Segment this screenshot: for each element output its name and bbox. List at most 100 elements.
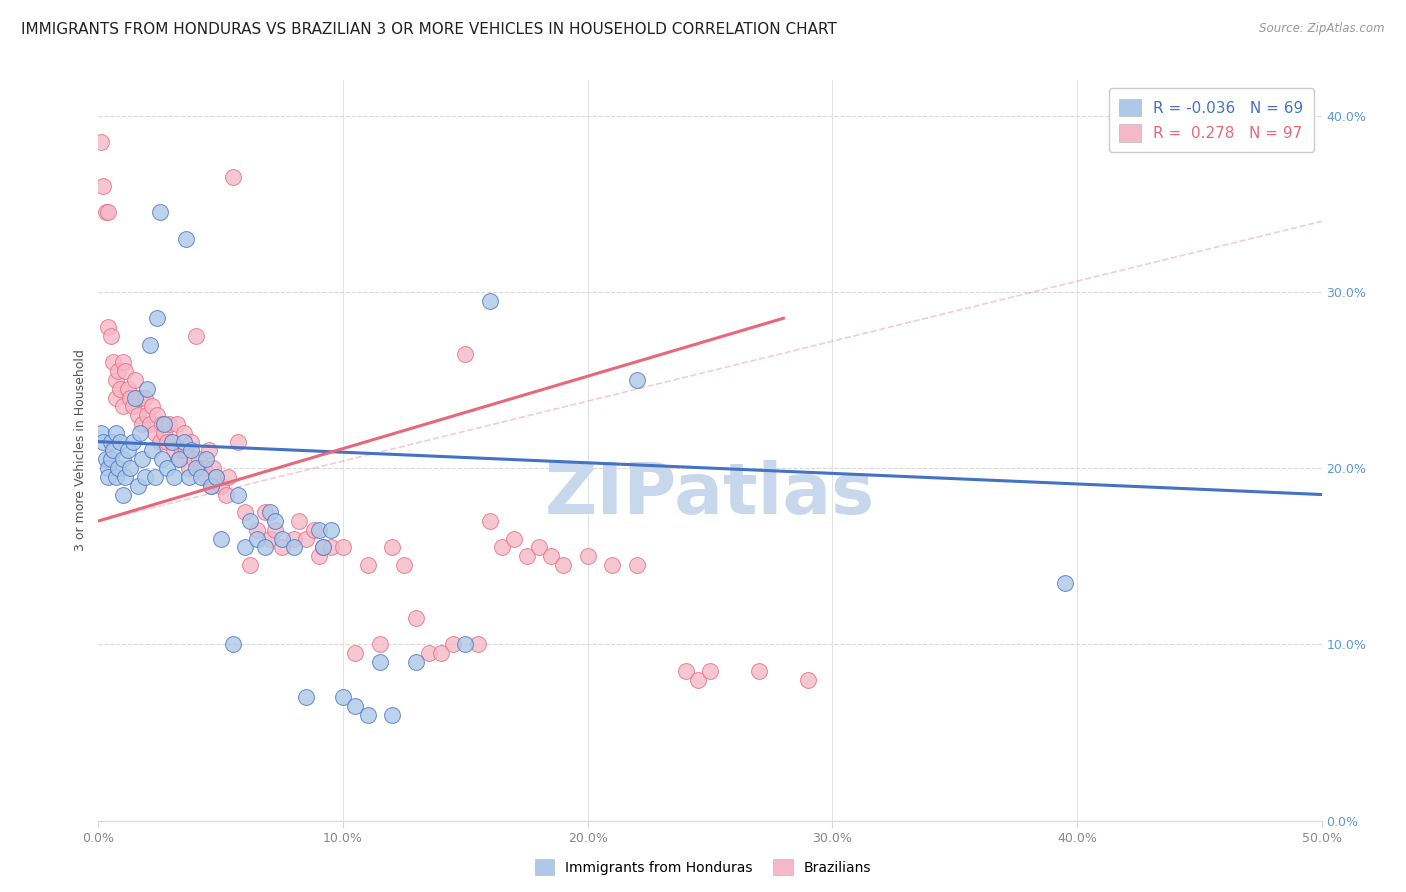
- Point: [503, 532, 526, 546]
- Point: [129, 391, 152, 405]
- Point: [233, 541, 256, 555]
- Point: [675, 664, 697, 678]
- Point: [302, 523, 325, 537]
- Point: [205, 470, 228, 484]
- Point: [143, 425, 166, 440]
- Point: [233, 505, 256, 519]
- Point: [246, 523, 269, 537]
- Point: [111, 487, 134, 501]
- Point: [288, 514, 311, 528]
- Point: [239, 558, 262, 572]
- Point: [263, 514, 285, 528]
- Point: [748, 664, 770, 678]
- Point: [626, 373, 648, 387]
- Point: [418, 646, 440, 660]
- Point: [430, 646, 453, 660]
- Text: ZIPatlas: ZIPatlas: [546, 460, 875, 529]
- Point: [246, 532, 269, 546]
- Point: [312, 541, 335, 555]
- Legend: R = -0.036   N = 69, R =  0.278   N = 97: R = -0.036 N = 69, R = 0.278 N = 97: [1109, 88, 1315, 153]
- Point: [117, 382, 139, 396]
- Point: [197, 443, 219, 458]
- Point: [91, 434, 114, 449]
- Point: [214, 487, 236, 501]
- Point: [454, 637, 477, 651]
- Point: [143, 470, 166, 484]
- Point: [190, 470, 212, 484]
- Point: [94, 452, 117, 467]
- Point: [491, 541, 513, 555]
- Point: [111, 452, 134, 467]
- Point: [312, 541, 335, 555]
- Point: [295, 532, 318, 546]
- Point: [156, 461, 179, 475]
- Point: [441, 637, 464, 651]
- Point: [368, 637, 391, 651]
- Point: [259, 505, 281, 519]
- Point: [149, 205, 172, 219]
- Point: [153, 425, 176, 440]
- Point: [101, 355, 124, 369]
- Point: [797, 673, 820, 687]
- Point: [114, 364, 136, 378]
- Point: [308, 523, 330, 537]
- Point: [139, 417, 162, 431]
- Point: [454, 346, 477, 360]
- Point: [478, 514, 501, 528]
- Point: [344, 699, 367, 714]
- Point: [319, 523, 342, 537]
- Point: [167, 452, 190, 467]
- Point: [332, 690, 354, 705]
- Point: [104, 425, 127, 440]
- Point: [170, 443, 193, 458]
- Point: [686, 673, 709, 687]
- Point: [222, 637, 245, 651]
- Point: [97, 320, 120, 334]
- Point: [97, 205, 120, 219]
- Point: [160, 434, 183, 449]
- Point: [150, 417, 173, 431]
- Point: [344, 646, 367, 660]
- Point: [173, 425, 195, 440]
- Point: [209, 532, 232, 546]
- Point: [283, 541, 305, 555]
- Point: [104, 373, 127, 387]
- Point: [186, 329, 208, 343]
- Point: [141, 443, 163, 458]
- Point: [356, 707, 378, 722]
- Point: [263, 523, 285, 537]
- Point: [127, 408, 149, 422]
- Point: [150, 452, 173, 467]
- Point: [90, 135, 112, 149]
- Point: [553, 558, 575, 572]
- Point: [239, 514, 262, 528]
- Point: [104, 470, 127, 484]
- Point: [91, 179, 114, 194]
- Point: [467, 637, 489, 651]
- Point: [356, 558, 378, 572]
- Point: [107, 461, 129, 475]
- Point: [270, 532, 294, 546]
- Point: [1053, 575, 1076, 590]
- Point: [146, 408, 169, 422]
- Point: [124, 373, 146, 387]
- Point: [195, 470, 218, 484]
- Point: [200, 479, 222, 493]
- Point: [600, 558, 623, 572]
- Point: [308, 549, 330, 564]
- Point: [136, 408, 159, 422]
- Point: [163, 443, 186, 458]
- Point: [176, 232, 198, 246]
- Point: [253, 505, 276, 519]
- Point: [270, 541, 294, 555]
- Point: [100, 434, 122, 449]
- Point: [205, 470, 228, 484]
- Point: [120, 461, 142, 475]
- Point: [166, 417, 188, 431]
- Point: [129, 425, 152, 440]
- Point: [157, 417, 180, 431]
- Point: [259, 532, 281, 546]
- Point: [104, 391, 127, 405]
- Point: [120, 391, 142, 405]
- Point: [134, 470, 156, 484]
